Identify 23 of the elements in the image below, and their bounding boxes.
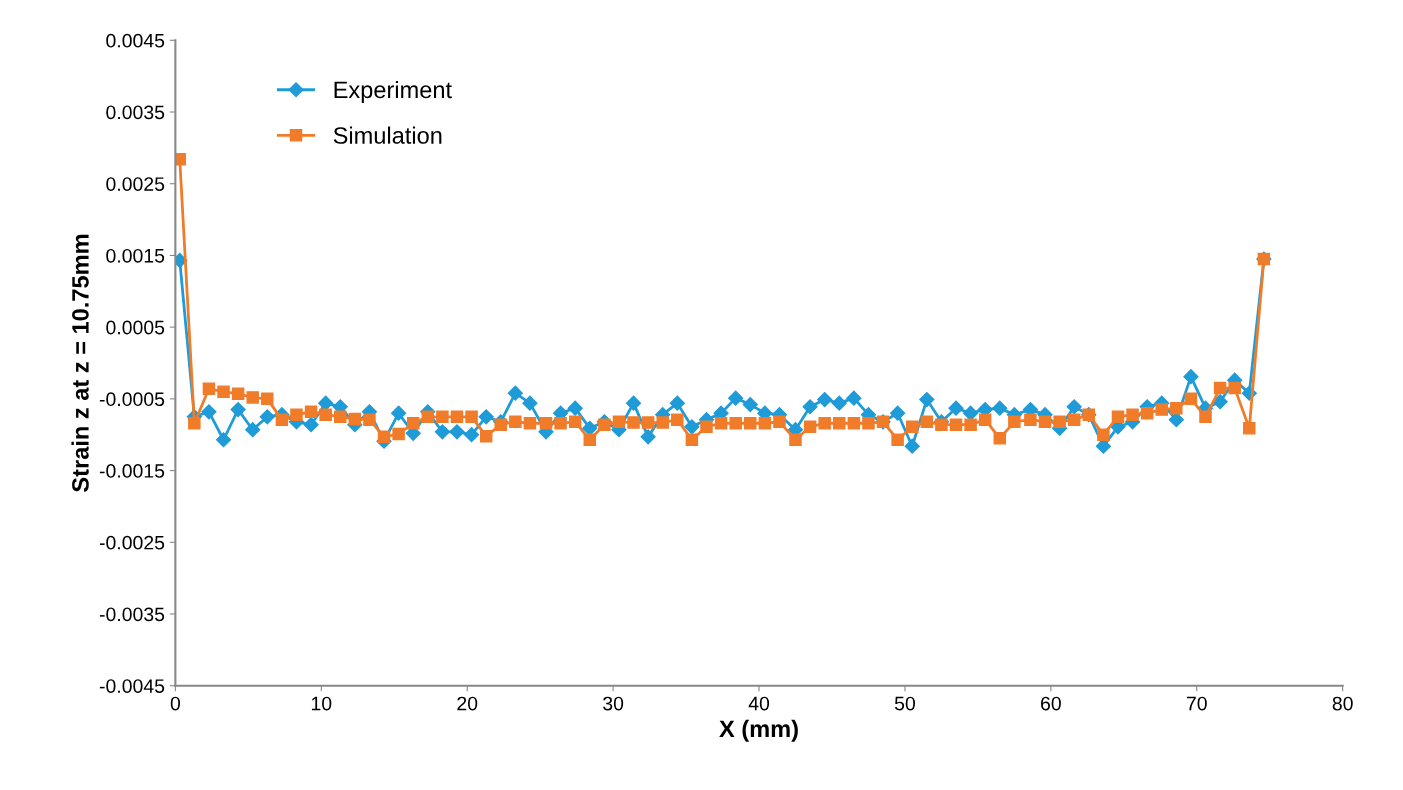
x-tick-label: 0 xyxy=(170,696,181,711)
y-tick-label: 0.0005 xyxy=(106,320,165,335)
y-tick-label: -0.0045 xyxy=(99,679,165,693)
x-tick-label: 20 xyxy=(457,696,478,711)
y-tick-label: 0.0015 xyxy=(106,248,165,263)
y-tick-label: -0.0005 xyxy=(99,392,165,407)
x-tick-label: 10 xyxy=(311,696,332,711)
y-axis-title: Strain z at z = 10.75mm xyxy=(71,234,89,492)
y-tick-label: -0.0025 xyxy=(99,535,165,550)
x-tick-label: 70 xyxy=(1186,696,1207,711)
x-axis-title: X (mm) xyxy=(719,719,798,742)
y-tick-label: -0.0035 xyxy=(99,607,165,622)
y-tick-label: 0.0035 xyxy=(106,105,165,120)
x-tick-label: 40 xyxy=(748,696,770,711)
x-tick-label: 80 xyxy=(1332,696,1353,711)
x-tick-label: 60 xyxy=(1041,696,1061,711)
y-tick-label: 0.0025 xyxy=(106,177,165,191)
x-tick-label: 50 xyxy=(894,696,915,711)
x-tick-label: 30 xyxy=(603,696,624,711)
y-tick-label: 0.0045 xyxy=(106,33,165,48)
legend-label: Simulation xyxy=(333,126,442,144)
y-tick-label: -0.0015 xyxy=(99,464,165,478)
legend-label: Experiment xyxy=(334,80,452,103)
